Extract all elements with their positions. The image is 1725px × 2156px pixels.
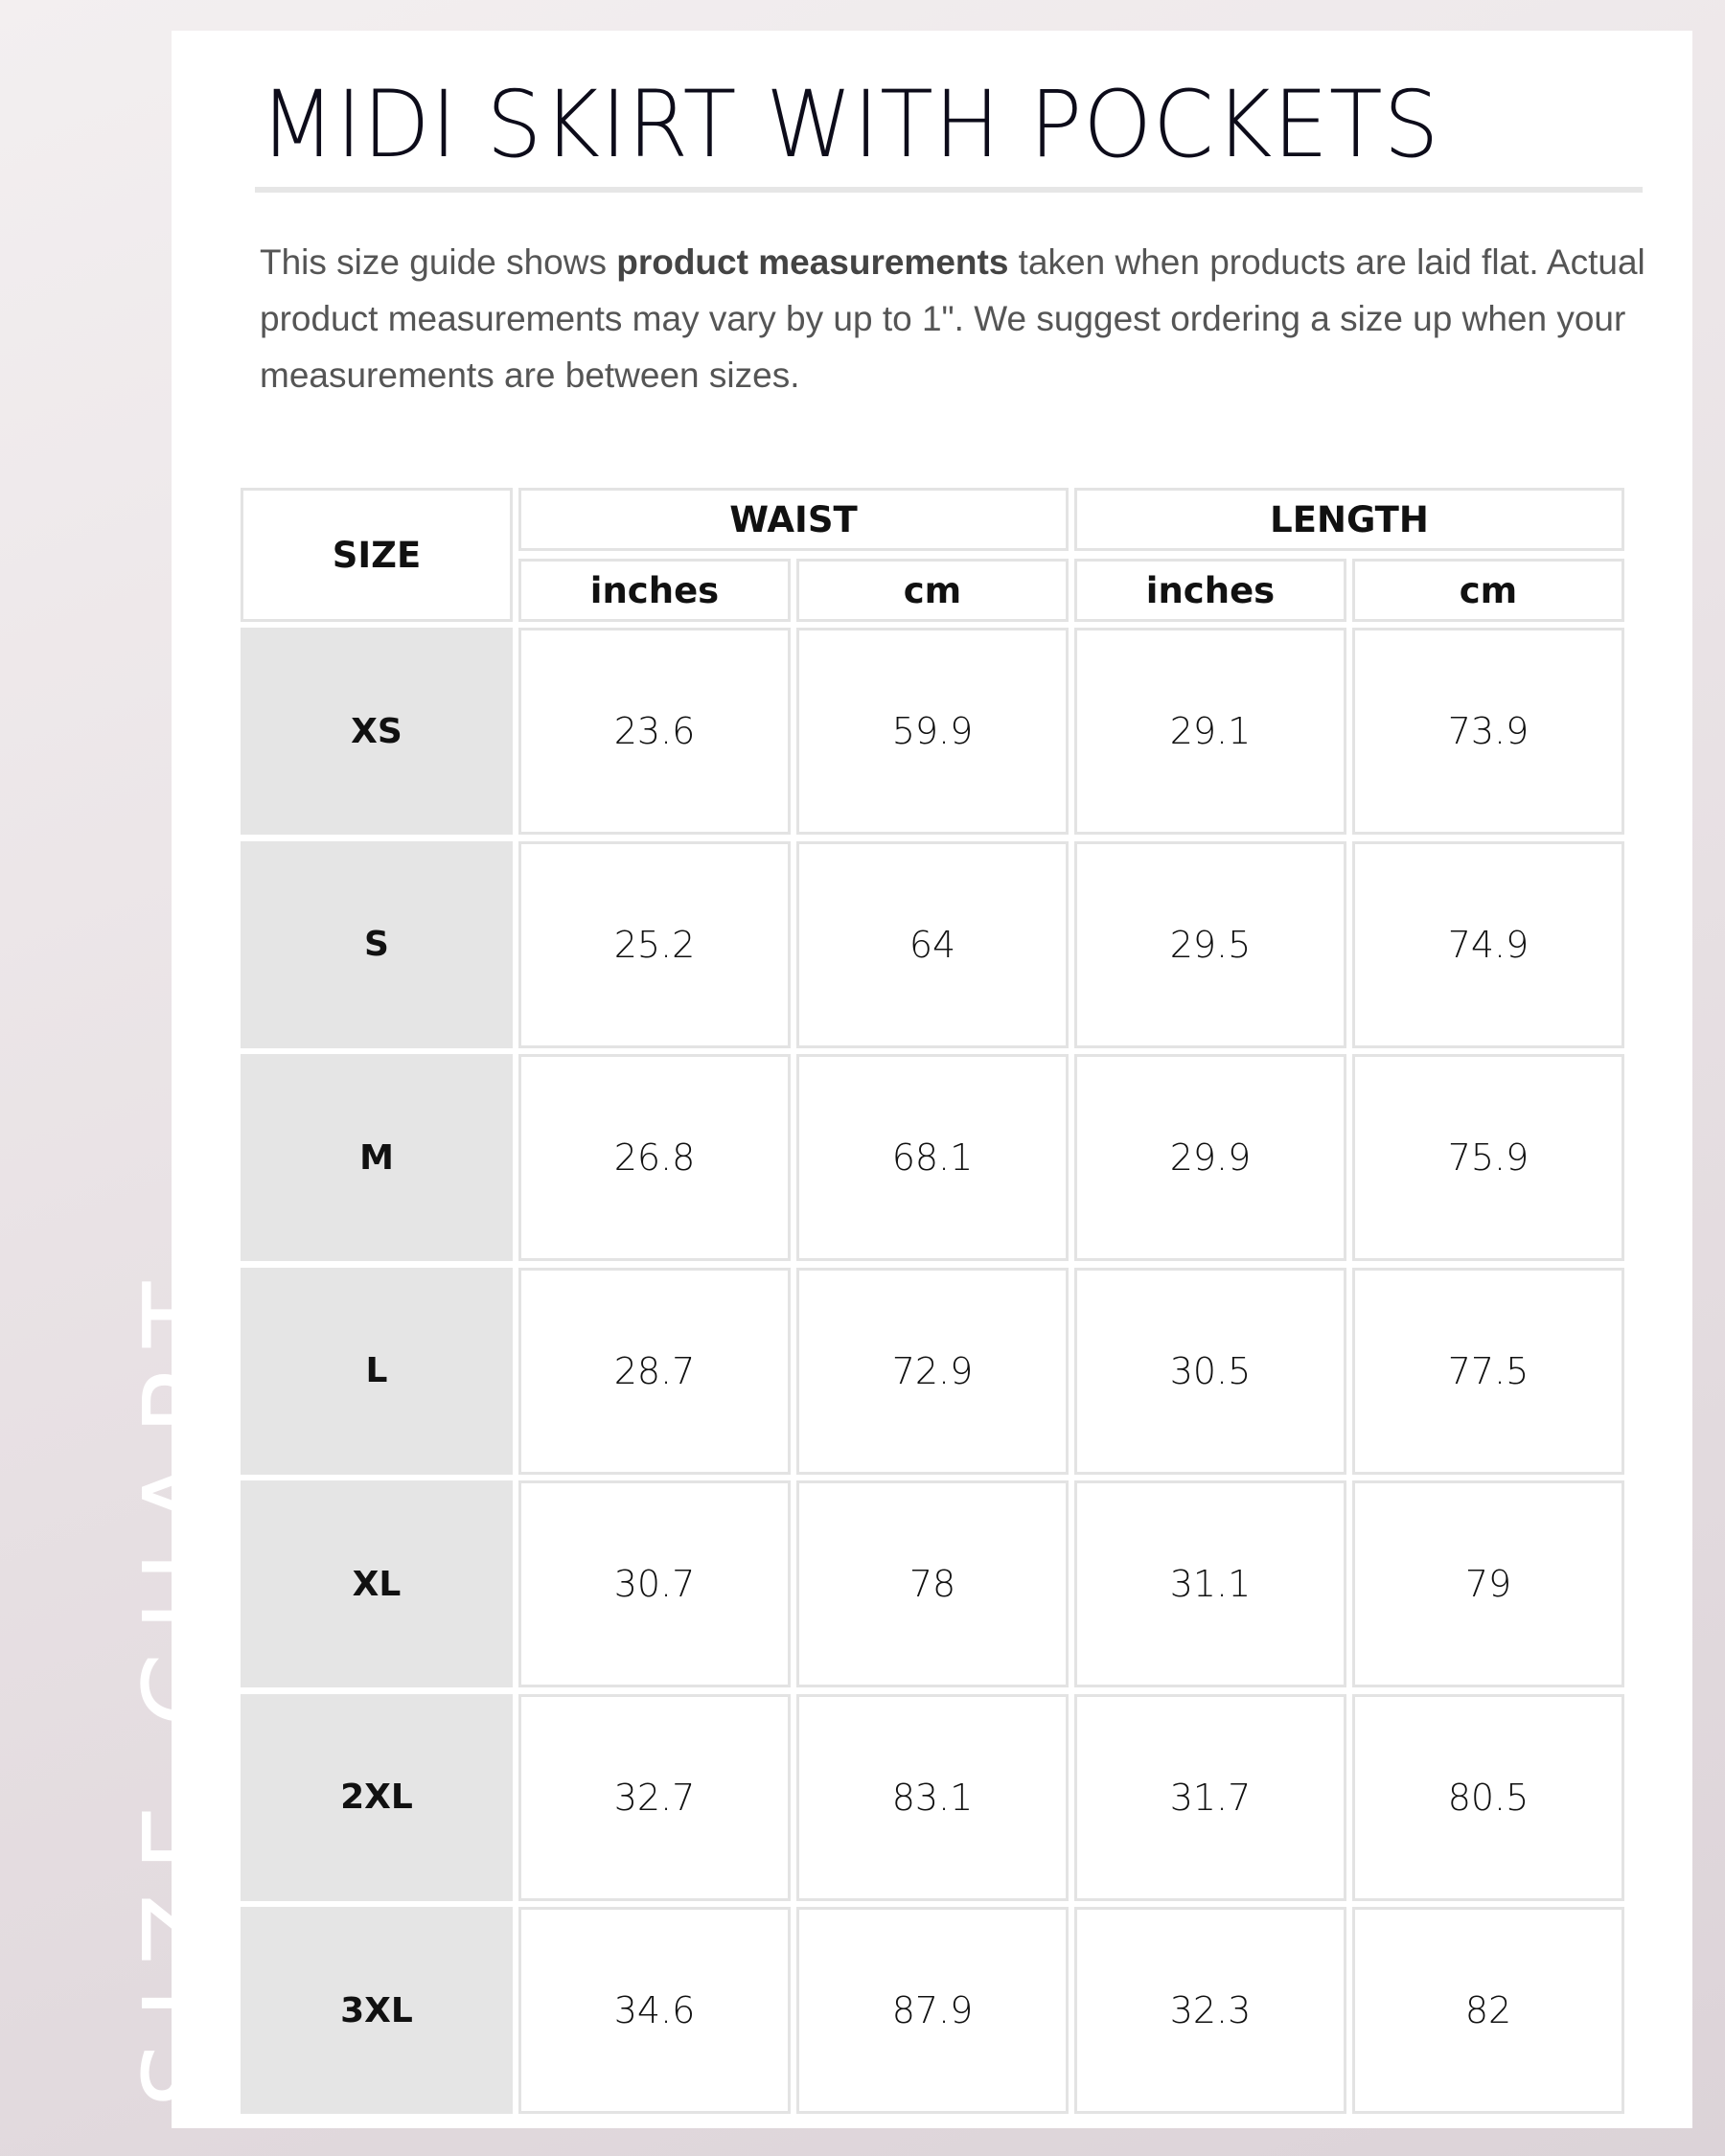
header-group: LENGTH bbox=[1074, 488, 1624, 551]
description-text-end: taken when products are laid flat. Actua… bbox=[260, 242, 1645, 395]
value-cell: 29.1 bbox=[1074, 628, 1346, 835]
size-cell: XS bbox=[241, 628, 513, 835]
value-cell: 83.1 bbox=[796, 1693, 1069, 1901]
value-cell: 32.7 bbox=[518, 1693, 791, 1901]
value-cell: 79 bbox=[1352, 1480, 1624, 1687]
value-cell: 74.9 bbox=[1352, 840, 1624, 1048]
value-cell: 32.3 bbox=[1074, 1907, 1346, 2114]
value-cell: 30.7 bbox=[518, 1480, 791, 1687]
size-chart-card: MIDI SKIRT WITH POCKETS This size guide … bbox=[172, 31, 1692, 2128]
size-cell: L bbox=[241, 1267, 513, 1475]
description: This size guide shows product measuremen… bbox=[260, 234, 1649, 403]
value-cell: 29.5 bbox=[1074, 840, 1346, 1048]
header-unit: inches bbox=[1074, 559, 1346, 622]
value-cell: 78 bbox=[796, 1480, 1069, 1687]
value-cell: 34.6 bbox=[518, 1907, 791, 2114]
value-cell: 25.2 bbox=[518, 840, 791, 1048]
value-cell: 28.7 bbox=[518, 1267, 791, 1475]
value-cell: 26.8 bbox=[518, 1054, 791, 1261]
page-title: MIDI SKIRT WITH POCKETS bbox=[260, 71, 1440, 178]
size-cell: XL bbox=[241, 1480, 513, 1687]
size-cell: 3XL bbox=[241, 1907, 513, 2114]
value-cell: 75.9 bbox=[1352, 1054, 1624, 1261]
value-cell: 23.6 bbox=[518, 628, 791, 835]
value-cell: 73.9 bbox=[1352, 628, 1624, 835]
description-text: This size guide shows bbox=[260, 242, 617, 282]
value-cell: 64 bbox=[796, 840, 1069, 1048]
value-cell: 80.5 bbox=[1352, 1693, 1624, 1901]
value-cell: 29.9 bbox=[1074, 1054, 1346, 1261]
header-unit: inches bbox=[518, 559, 791, 622]
value-cell: 59.9 bbox=[796, 628, 1069, 835]
description-bold: product measurements bbox=[616, 242, 1009, 282]
size-cell: S bbox=[241, 840, 513, 1048]
value-cell: 31.1 bbox=[1074, 1480, 1346, 1687]
value-cell: 30.5 bbox=[1074, 1267, 1346, 1475]
value-cell: 68.1 bbox=[796, 1054, 1069, 1261]
header-unit: cm bbox=[1352, 559, 1624, 622]
value-cell: 87.9 bbox=[796, 1907, 1069, 2114]
size-cell: 2XL bbox=[241, 1693, 513, 1901]
size-cell: M bbox=[241, 1054, 513, 1261]
value-cell: 31.7 bbox=[1074, 1693, 1346, 1901]
divider bbox=[255, 187, 1643, 193]
value-cell: 77.5 bbox=[1352, 1267, 1624, 1475]
value-cell: 82 bbox=[1352, 1907, 1624, 2114]
value-cell: 72.9 bbox=[796, 1267, 1069, 1475]
header-size: SIZE bbox=[241, 488, 513, 622]
header-group: WAIST bbox=[518, 488, 1069, 551]
header-unit: cm bbox=[796, 559, 1069, 622]
